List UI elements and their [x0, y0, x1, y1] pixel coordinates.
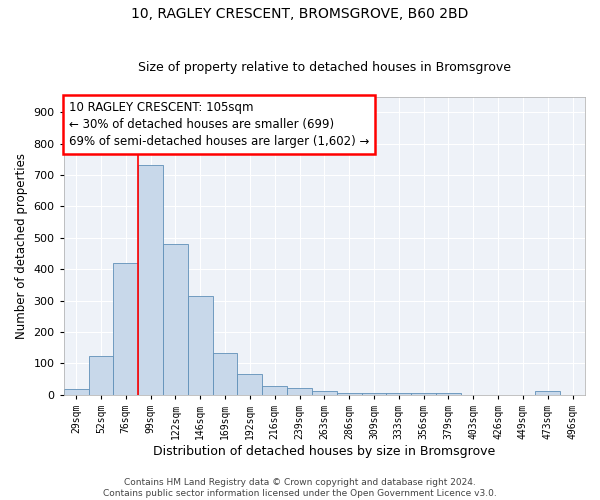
- Title: Size of property relative to detached houses in Bromsgrove: Size of property relative to detached ho…: [138, 62, 511, 74]
- Bar: [411, 393, 436, 394]
- Bar: [163, 244, 188, 394]
- Bar: [337, 393, 362, 394]
- Bar: [138, 164, 163, 394]
- Bar: [113, 264, 138, 394]
- Bar: [64, 389, 89, 394]
- Bar: [287, 388, 312, 394]
- Bar: [89, 356, 113, 395]
- Text: 10 RAGLEY CRESCENT: 105sqm
← 30% of detached houses are smaller (699)
69% of sem: 10 RAGLEY CRESCENT: 105sqm ← 30% of deta…: [69, 101, 369, 148]
- Bar: [362, 393, 386, 394]
- Bar: [436, 393, 461, 394]
- Bar: [312, 390, 337, 394]
- Bar: [188, 296, 212, 394]
- Bar: [212, 353, 238, 395]
- Bar: [262, 386, 287, 394]
- Text: 10, RAGLEY CRESCENT, BROMSGROVE, B60 2BD: 10, RAGLEY CRESCENT, BROMSGROVE, B60 2BD: [131, 8, 469, 22]
- Bar: [238, 374, 262, 394]
- Text: Contains HM Land Registry data © Crown copyright and database right 2024.
Contai: Contains HM Land Registry data © Crown c…: [103, 478, 497, 498]
- X-axis label: Distribution of detached houses by size in Bromsgrove: Distribution of detached houses by size …: [153, 444, 496, 458]
- Y-axis label: Number of detached properties: Number of detached properties: [15, 152, 28, 338]
- Bar: [386, 393, 411, 394]
- Bar: [535, 390, 560, 394]
